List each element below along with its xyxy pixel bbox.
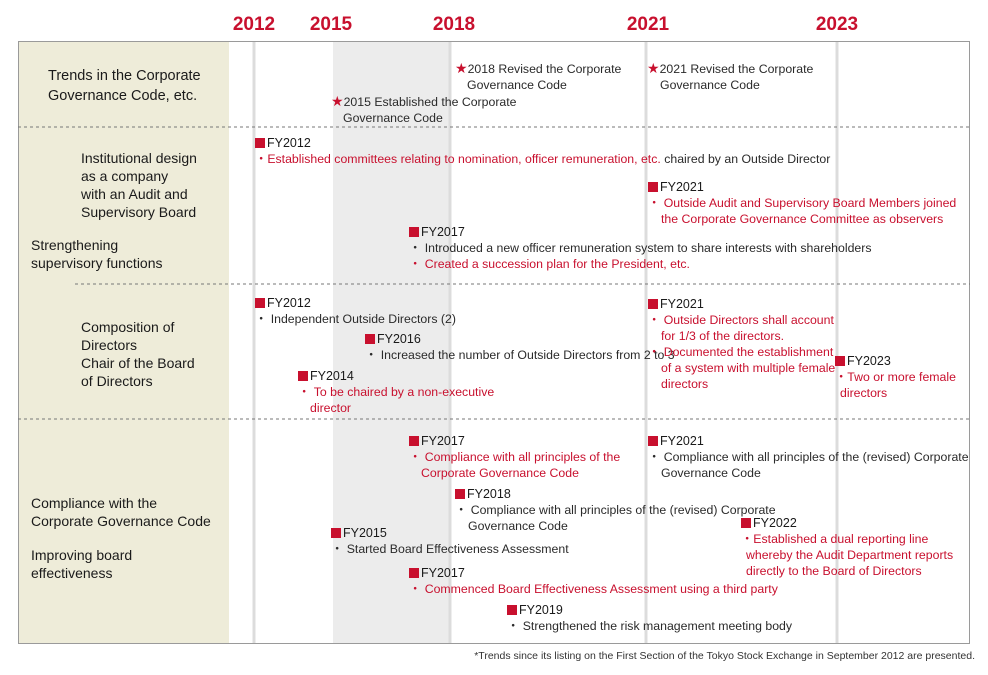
year-2012: 2012 [232,14,276,35]
comp-fy2016: FY2016 ・ Increased the number of Outside… [365,332,675,362]
event-2015-established-code: ★2015 Established the Corporate Governan… [331,93,517,125]
footnote: *Trends since its listing on the First S… [474,650,975,662]
square-marker-icon [409,436,419,446]
shaded-period-2015-2018 [333,41,450,644]
event-2021-revised-code: ★2021 Revised the Corporate Governance C… [647,60,814,92]
star-icon: ★ [455,60,468,76]
row-label-effectiveness: Improving board effectiveness [31,547,133,581]
comp-fy2023: FY2023 ・Two or more female directors [835,354,956,400]
square-marker-icon [409,227,419,237]
row-label-composition: Composition of Directors Chair of the Boa… [81,319,195,389]
square-marker-icon [298,371,308,381]
year-2023: 2023 [815,14,859,35]
square-marker-icon [365,334,375,344]
year-2018: 2018 [432,14,476,35]
square-marker-icon [835,356,845,366]
outer-border [18,41,970,644]
star-icon: ★ [331,93,344,109]
year-2015: 2015 [309,14,353,35]
star-icon: ★ [647,60,660,76]
row-label-compliance: Compliance with the Corporate Governance … [31,495,211,529]
square-marker-icon [648,436,658,446]
cgc-fy2017-third-party: FY2017 ・ Commenced Board Effectiveness A… [409,566,778,596]
cgc-fy2019: FY2019 ・ Strengthened the risk managemen… [507,603,793,633]
comp-fy2014: FY2014 ・ To be chaired by a non-executiv… [298,369,495,415]
left-label-panel [18,41,229,644]
cgc-fy2015: FY2015 ・ Started Board Effectiveness Ass… [331,526,569,556]
cgc-fy2017-compliance: FY2017 ・ Compliance with all principles … [409,434,621,480]
square-marker-icon [648,182,658,192]
inst-fy2021: FY2021 ・ Outside Audit and Supervisory B… [648,180,957,226]
cgc-fy2018: FY2018 ・ Compliance with all principles … [455,487,776,533]
square-marker-icon [648,299,658,309]
row-label-institutional: Institutional design as a company with an… [81,150,197,220]
square-marker-icon [409,568,419,578]
row-label-trends: Trends in the Corporate Governance Code, … [48,68,201,104]
year-2021: 2021 [626,14,670,35]
square-marker-icon [741,518,751,528]
square-marker-icon [507,605,517,615]
cgc-fy2021: FY2021 ・ Compliance with all principles … [648,434,969,480]
square-marker-icon [331,528,341,538]
cgc-fy2022: FY2022 ・Established a dual reporting lin… [741,516,954,578]
square-marker-icon [255,298,265,308]
comp-fy2012: FY2012 ・ Independent Outside Directors (… [255,296,456,326]
square-marker-icon [455,489,465,499]
row-label-supervisory: Strengthening supervisory functions [31,237,163,271]
inst-fy2012: FY2012 ・Established committees relating … [255,136,831,166]
inst-fy2017: FY2017 ・ Introduced a new officer remune… [409,225,872,271]
square-marker-icon [255,138,265,148]
comp-fy2021: FY2021 ・ Outside Directors shall account… [648,297,836,391]
event-2018-revised-code: ★2018 Revised the Corporate Governance C… [455,60,622,92]
